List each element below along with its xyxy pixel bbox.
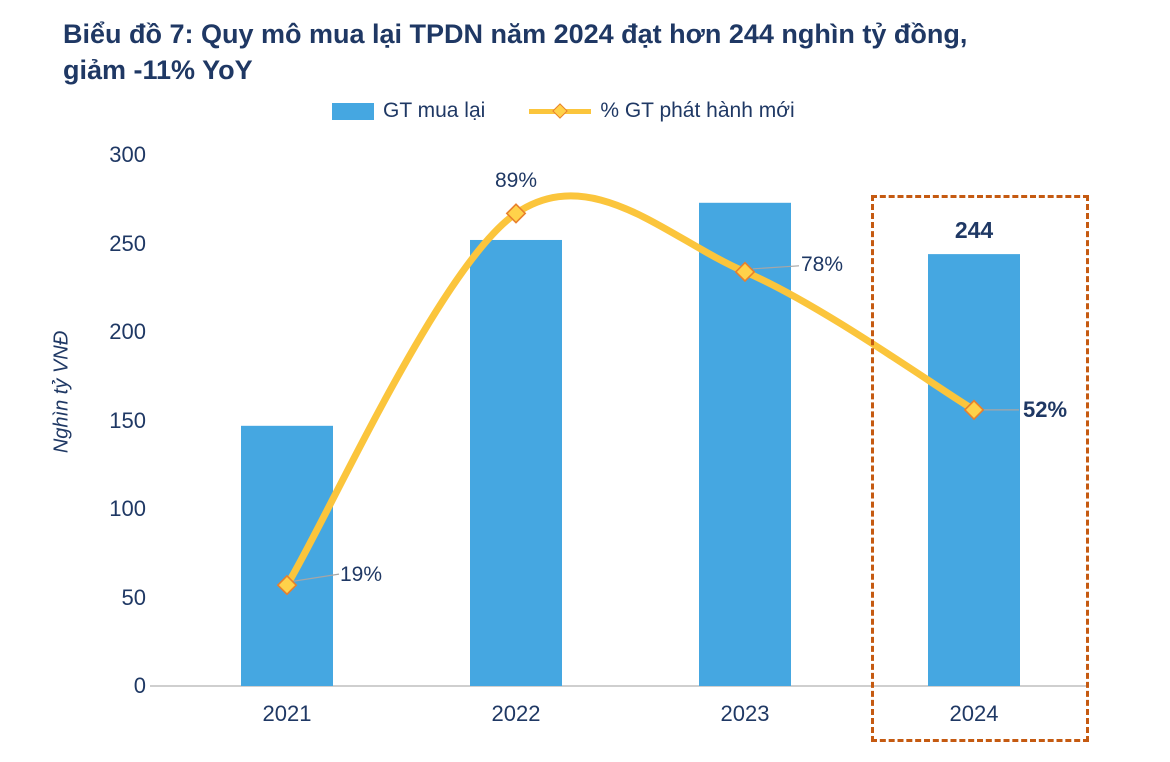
line-series-swatch-icon bbox=[529, 102, 592, 120]
y-tick-label: 250 bbox=[109, 230, 146, 256]
label-leader-line bbox=[293, 573, 340, 582]
x-axis-label: 2021 bbox=[262, 701, 312, 726]
x-axis-label: 2024 bbox=[949, 701, 999, 726]
legend: GT mua lại % GT phát hành mới bbox=[332, 99, 795, 123]
bar-2022 bbox=[470, 239, 562, 686]
y-tick-label: 100 bbox=[109, 496, 146, 521]
bar-2024 bbox=[928, 254, 1020, 686]
diamond-marker-2024 bbox=[963, 399, 985, 421]
bar-2021 bbox=[241, 425, 333, 686]
x-axis-label: 2022 bbox=[491, 701, 541, 726]
y-tick-label: 150 bbox=[109, 407, 146, 433]
chart-title: Biểu đồ 7: Quy mô mua lại TPDN năm 2024 … bbox=[63, 16, 1153, 88]
line-data-label-2021: 19% bbox=[340, 563, 383, 586]
bar-data-label-2024: 244 bbox=[954, 217, 994, 243]
bar-series-swatch-icon bbox=[332, 102, 374, 120]
y-tick-label: 300 bbox=[109, 142, 146, 167]
line-data-label-2023: 78% bbox=[801, 253, 844, 276]
diamond-marker-2022 bbox=[505, 203, 527, 224]
diamond-marker-2021 bbox=[276, 574, 298, 596]
legend-item-bar-series[interactable]: GT mua lại bbox=[332, 99, 485, 123]
diamond-marker-2023 bbox=[734, 261, 756, 283]
line-series-path bbox=[283, 192, 978, 589]
legend-item-line-series[interactable]: % GT phát hành mới bbox=[529, 99, 795, 123]
line-data-label-2022: 89% bbox=[494, 169, 538, 192]
y-tick-label: 200 bbox=[109, 319, 146, 344]
legend-bar-label: GT mua lại bbox=[383, 99, 486, 122]
x-axis-label: 2023 bbox=[720, 701, 770, 726]
chart-title-line1: Biểu đồ 7: Quy mô mua lại TPDN năm 2024 … bbox=[63, 19, 968, 49]
y-tick-label: 0 bbox=[133, 673, 146, 698]
label-leader-line bbox=[752, 265, 800, 270]
chart-title-line2: giảm -11% YoY bbox=[63, 55, 253, 85]
highlight-box-2024 bbox=[871, 195, 1089, 742]
y-tick-label: 50 bbox=[121, 584, 146, 610]
line-data-label-2024: 52% bbox=[1023, 397, 1068, 422]
legend-line-label: % GT phát hành mới bbox=[600, 99, 795, 122]
